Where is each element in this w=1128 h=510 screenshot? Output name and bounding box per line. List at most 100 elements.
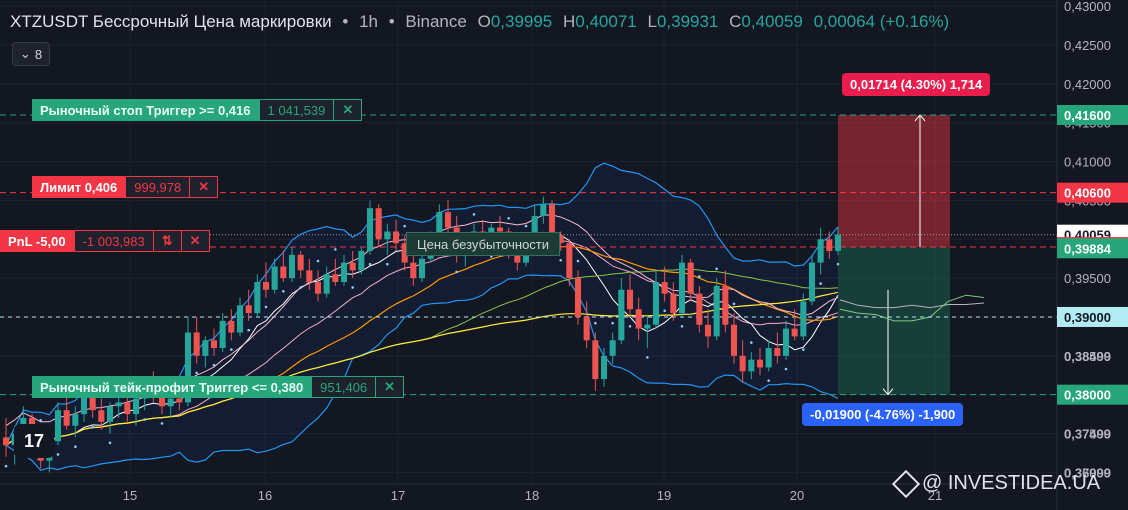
pnl-label[interactable]: PnL -5,00 bbox=[0, 230, 74, 252]
sar-dot-80 bbox=[698, 275, 701, 278]
candle-body-59 bbox=[514, 250, 521, 263]
candle-body-56 bbox=[488, 227, 495, 236]
candle-33 bbox=[288, 247, 296, 283]
limit-order-close-icon[interactable]: ✕ bbox=[190, 176, 219, 198]
y-tick-label-1: 0,42500 bbox=[1064, 38, 1111, 53]
limit-order-label[interactable]: Лимит 0,406 bbox=[32, 176, 126, 198]
price-tag-bg-5 bbox=[1057, 306, 1128, 327]
sar-dot-92 bbox=[802, 348, 805, 351]
candle-body-23 bbox=[202, 340, 209, 356]
sar-dot-84 bbox=[732, 302, 736, 306]
candle-11 bbox=[98, 398, 105, 430]
watermark-text: @ INVESTIDEA.UA bbox=[922, 472, 1101, 494]
candle-31 bbox=[271, 258, 278, 294]
candle-76 bbox=[661, 266, 668, 302]
candle-body-83 bbox=[722, 285, 729, 325]
pnl-qty[interactable]: -1 003,983 bbox=[73, 230, 154, 252]
price-tag-4: 0,39884 bbox=[1064, 241, 1112, 256]
y-tick-label-9: 0,38500 bbox=[1064, 349, 1111, 364]
y-tick-label-4: 0,41000 bbox=[1064, 155, 1111, 170]
candle-body-9 bbox=[80, 394, 88, 415]
stop-order-label[interactable]: Рыночный стоп Триггер >= 0,416 bbox=[32, 99, 259, 121]
limit-order-line[interactable]: Лимит 0,406 999,978 ✕ bbox=[32, 176, 219, 198]
limit-order-qty[interactable]: 999,978 bbox=[125, 176, 191, 198]
candle-87 bbox=[756, 348, 764, 376]
candle-body-42 bbox=[366, 208, 374, 251]
sar-dot-58 bbox=[507, 217, 510, 220]
take-profit-close-icon[interactable]: ✕ bbox=[376, 376, 405, 398]
candle-body-18 bbox=[158, 394, 166, 407]
sar-dot-22 bbox=[195, 371, 198, 375]
candle-body-45 bbox=[392, 231, 400, 244]
sar-dot-24 bbox=[212, 363, 216, 367]
close-key: C bbox=[729, 12, 742, 31]
sar-dot-78 bbox=[680, 324, 684, 328]
candle-body-91 bbox=[791, 328, 798, 337]
candle-62 bbox=[540, 196, 547, 224]
candle-body-10 bbox=[89, 394, 96, 411]
x-tick-label-5: 20 bbox=[790, 488, 804, 503]
price-tag-bg-4 bbox=[1057, 238, 1128, 259]
price-tag-6: 0,38499 bbox=[1064, 349, 1111, 364]
candle-79 bbox=[687, 258, 694, 302]
candle-65 bbox=[566, 239, 573, 286]
sar-dot-72 bbox=[628, 324, 632, 328]
sar-dot-36 bbox=[316, 259, 320, 263]
candle-body-8 bbox=[72, 414, 79, 426]
candle-40 bbox=[349, 250, 356, 279]
price-tag-1: 0,40600 bbox=[1064, 186, 1111, 201]
candle-body-78 bbox=[678, 262, 686, 314]
tradingview-logo[interactable]: 17 bbox=[14, 424, 54, 458]
sar-dot-52 bbox=[455, 270, 458, 274]
candle-7 bbox=[63, 394, 70, 430]
bollinger-lower bbox=[5, 274, 839, 471]
candle-body-71 bbox=[618, 289, 625, 341]
candle-13 bbox=[115, 394, 122, 418]
take-profit-label[interactable]: Рыночный тейк-профит Триггер <= 0,380 bbox=[32, 376, 312, 398]
close-value: 0,40059 bbox=[741, 12, 803, 31]
stop-order-line[interactable]: Рыночный стоп Триггер >= 0,416 1 041,539… bbox=[32, 99, 363, 121]
take-profit-order-line[interactable]: Рыночный тейк-профит Триггер <= 0,380 95… bbox=[32, 376, 405, 398]
symbol-title[interactable]: XTZUSDT Бессрочный Цена маркировки bbox=[10, 12, 332, 31]
candle-body-68 bbox=[592, 340, 599, 380]
risk-zone bbox=[838, 114, 950, 248]
candle-body-93 bbox=[808, 262, 816, 302]
sar-dot-8 bbox=[74, 445, 77, 449]
candle-body-35 bbox=[306, 270, 313, 283]
candle-51 bbox=[444, 200, 452, 236]
sar-dot-68 bbox=[594, 321, 597, 325]
close-position-icon[interactable]: ✕ bbox=[181, 230, 210, 252]
candle-body-39 bbox=[340, 262, 348, 283]
candle-67 bbox=[583, 301, 590, 349]
x-tick-label-6: 21 bbox=[928, 488, 942, 503]
candle-96 bbox=[834, 227, 842, 255]
reverse-position-icon[interactable]: ⇅ bbox=[153, 230, 182, 252]
measure-down-box: -0,01900 (-4.76%) -1,900 bbox=[802, 403, 964, 426]
indicators-toggle-button[interactable]: ⌄ 8 bbox=[12, 42, 50, 66]
y-tick-label-2: 0,42000 bbox=[1064, 77, 1111, 92]
candle-body-30 bbox=[262, 282, 270, 290]
candle-body-85 bbox=[739, 355, 746, 372]
candle-64 bbox=[557, 231, 564, 251]
candle-90 bbox=[782, 320, 790, 360]
position-pnl-line[interactable]: PnL -5,00 -1 003,983 ⇅ ✕ bbox=[0, 230, 210, 252]
sar-dot-28 bbox=[247, 328, 250, 332]
candle-body-50 bbox=[436, 212, 443, 240]
stop-order-close-icon[interactable]: ✕ bbox=[334, 99, 363, 121]
y-tick-label-7: 0,39500 bbox=[1064, 271, 1111, 286]
interval-label[interactable]: 1h bbox=[359, 12, 378, 31]
candle-38 bbox=[332, 258, 339, 286]
open-key: O bbox=[477, 12, 491, 31]
take-profit-qty[interactable]: 951,406 bbox=[311, 376, 377, 398]
candle-19 bbox=[167, 394, 174, 418]
candle-body-76 bbox=[661, 282, 668, 294]
sar-dot-90 bbox=[784, 367, 788, 371]
stop-order-qty[interactable]: 1 041,539 bbox=[258, 99, 335, 121]
candle-34 bbox=[297, 250, 304, 279]
sar-dot-32 bbox=[282, 290, 285, 293]
candle-body-7 bbox=[63, 410, 70, 426]
sar-dot-38 bbox=[334, 248, 337, 251]
candle-6 bbox=[54, 402, 62, 446]
candle-body-0 bbox=[2, 437, 10, 446]
sar-dot-86 bbox=[750, 341, 753, 344]
